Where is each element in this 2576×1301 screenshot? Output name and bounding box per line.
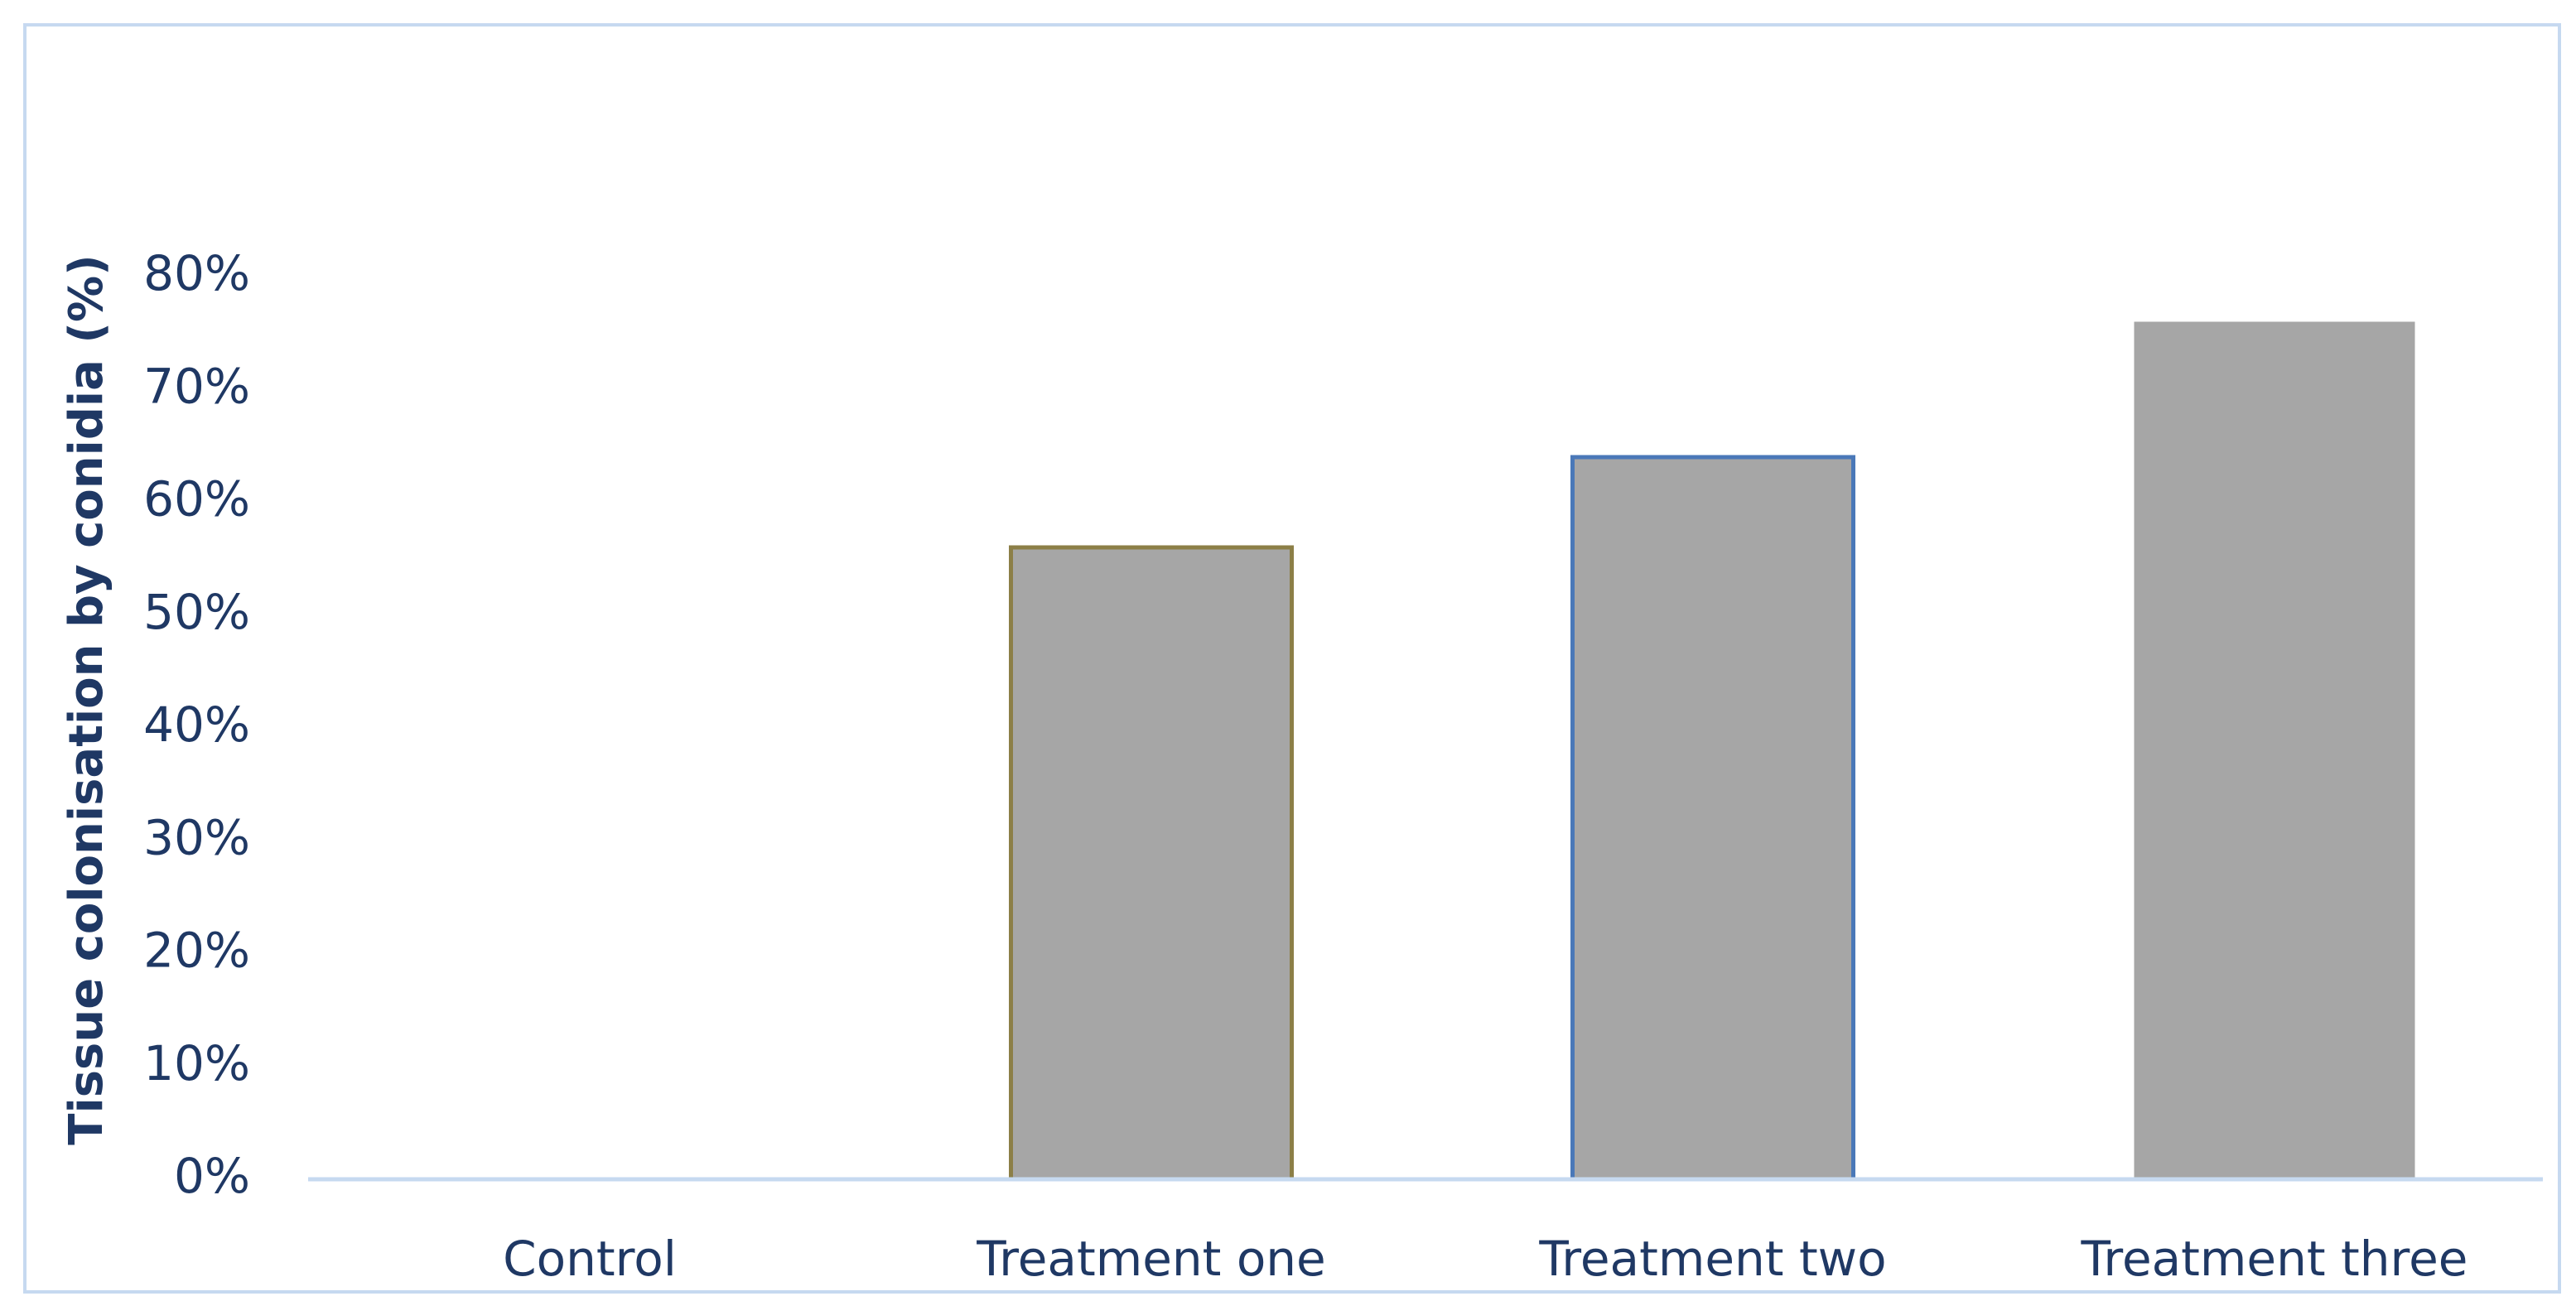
y-axis-title: Tissue colonisation by conidia (%) [60,254,113,1144]
y-tick-label: 40% [143,696,250,753]
bar [1009,545,1294,1182]
x-tick-label: Treatment one [976,1231,1326,1287]
y-tick-label: 30% [143,809,250,865]
bar [2134,321,2415,1179]
bar [1570,455,1855,1182]
x-tick-label: Treatment three [2080,1231,2467,1287]
y-tick-label: 60% [143,471,250,528]
x-tick-label: Control [503,1231,677,1287]
y-tick-label: 70% [143,358,250,414]
y-tick-label: 80% [143,245,250,301]
x-tick-label: Treatment two [1538,1231,1886,1287]
y-tick-label: 20% [143,923,250,979]
y-tick-label: 10% [143,1035,250,1091]
y-tick-label: 0% [174,1148,250,1204]
y-tick-label: 50% [143,584,250,640]
